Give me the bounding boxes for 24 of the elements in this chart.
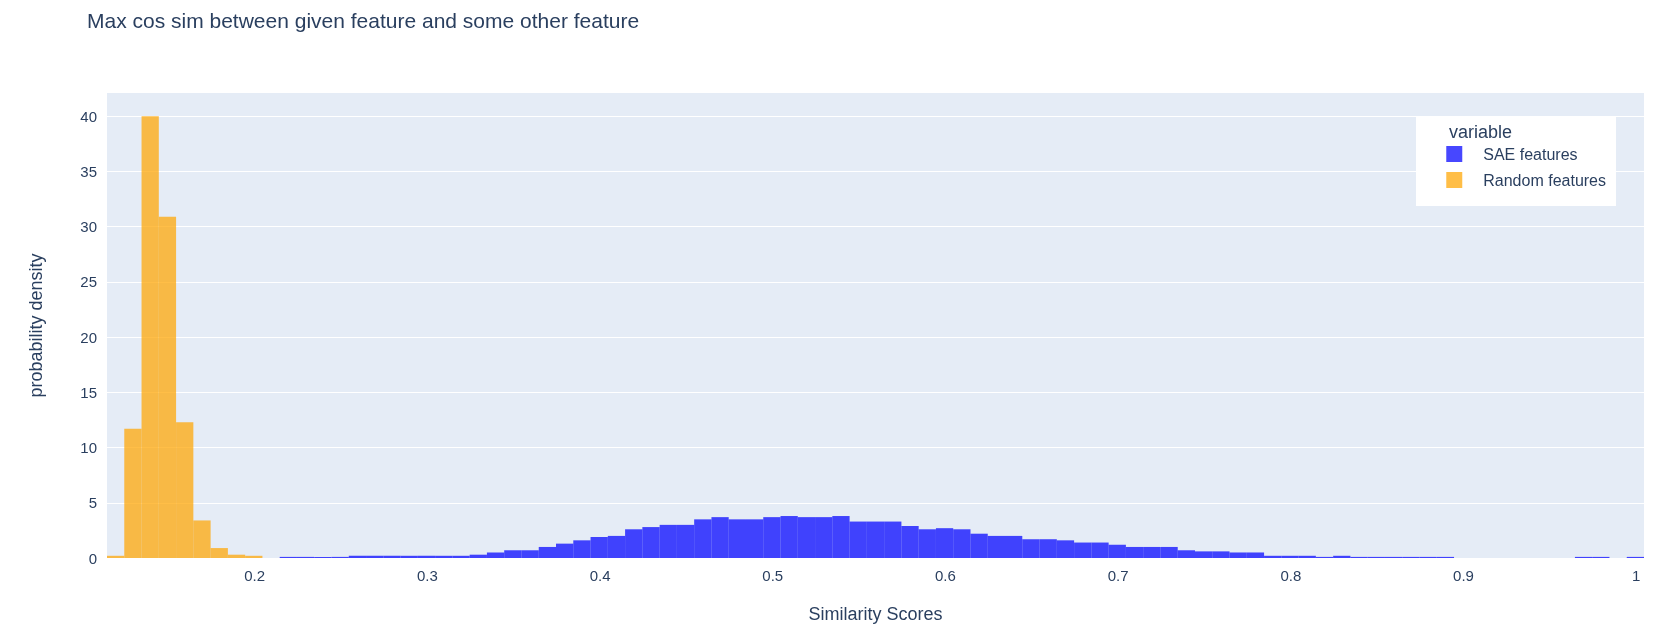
x-tick-label: 0.5 [762,567,784,584]
y-tick-label: 40 [80,107,97,125]
x-tick-label: 0.3 [416,567,438,584]
y-tick-label: 10 [80,439,97,457]
y-tick-label: 0 [88,549,97,567]
y-tick-label: 25 [80,273,97,291]
x-tick-label: 1 [1632,567,1641,584]
legend-label: Random features [1483,171,1606,189]
x-tick-label: 0.7 [1107,567,1129,584]
y-axis-title: probability density [26,253,46,398]
x-tick-label: 0.2 [244,567,266,584]
legend-label: SAE features [1483,145,1578,163]
y-tick-label: 15 [80,383,97,401]
x-tick-label: 0.6 [935,567,956,584]
x-tick-label: 0.8 [1280,567,1302,584]
y-tick-label: 35 [80,162,97,180]
chart-title: Max cos sim between given feature and some other feature [87,9,640,32]
y-tick-label: 30 [80,218,97,236]
y-tick-label: 5 [88,494,97,512]
x-axis-title: Similarity Scores [808,604,943,624]
x-tick-label: 0.9 [1453,567,1474,584]
x-tick-label: 0.4 [589,567,611,584]
legend-title: variable [1448,122,1513,142]
y-tick-label: 20 [80,328,97,346]
